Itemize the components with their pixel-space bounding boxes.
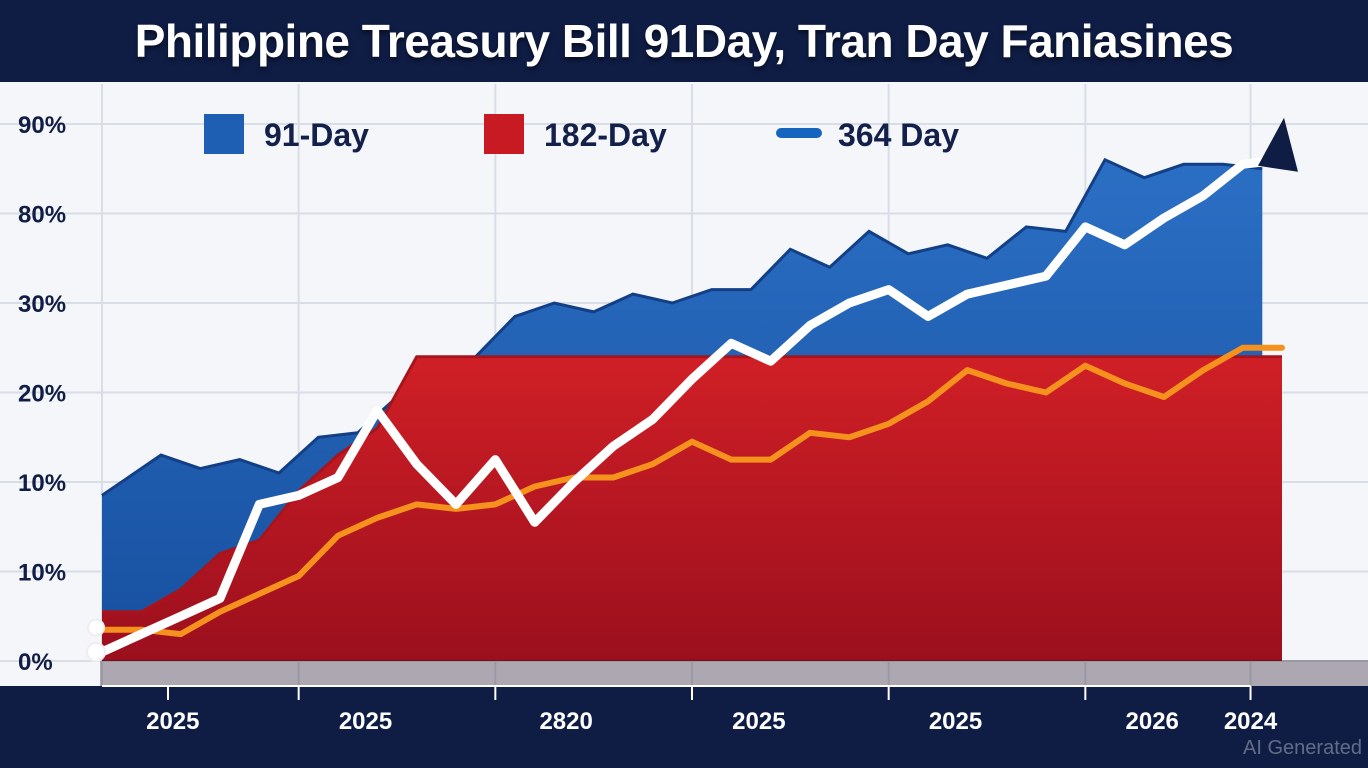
legend-label-91-day: 91-Day (264, 117, 369, 153)
x-tick-label: 2024 (1224, 708, 1278, 735)
legend-label-182-day: 182-Day (544, 117, 667, 153)
x-axis-band (0, 686, 1368, 768)
legend: 91-Day 182-Day 364 Day (204, 114, 959, 154)
line-white (97, 155, 1287, 657)
y-tick-label: 90% (18, 112, 66, 139)
legend-swatch-182-day (484, 114, 524, 154)
area-edge-91-day (101, 157, 1263, 497)
legend-label-364-day: 364 Day (838, 117, 959, 153)
line-series (97, 155, 1287, 657)
y-tick-label: 10% (18, 560, 66, 587)
y-tick-label: 20% (18, 381, 66, 408)
x-axis: 2025 2025 2820 2025 2025 2026 2024 (0, 685, 1368, 768)
line-markers (86, 117, 1298, 663)
x-tick-label: 2026 (1126, 708, 1179, 735)
start-marker (87, 618, 105, 637)
x-tick-label: 2025 (339, 708, 392, 735)
x-tick-label: 2025 (929, 708, 982, 735)
y-tick-label: 0% (18, 649, 53, 676)
legend-swatch-364-day (776, 128, 822, 138)
watermark: AI Generated (1243, 737, 1362, 759)
line-364-day (99, 344, 1285, 638)
chart-title: Philippine Treasury Bill 91Day, Tran Day… (134, 15, 1234, 67)
legend-swatch-91-day (204, 114, 244, 154)
x-tick-label: 2820 (539, 708, 592, 735)
arrow-head-icon (1258, 117, 1298, 172)
y-tick-label: 30% (18, 291, 66, 318)
bottom-band (100, 660, 1368, 686)
x-tick-label: 2025 (732, 708, 785, 735)
y-tick-label: 80% (18, 202, 66, 229)
y-tick-label: 10% (18, 470, 66, 497)
start-marker (86, 642, 106, 663)
y-axis: 0% 10% 10% 20% 30% 80% 90% (18, 112, 66, 676)
x-tick-label: 2025 (146, 708, 199, 735)
